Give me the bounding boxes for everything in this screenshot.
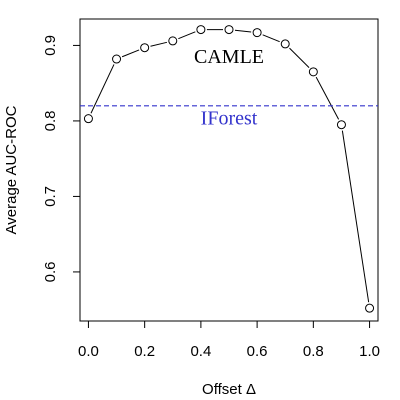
camle-line-segment: [121, 49, 140, 58]
camle-point: [83, 114, 93, 124]
camle-line-segment: [150, 41, 168, 47]
camle-point: [336, 120, 346, 130]
x-axis-title: Offset Δ: [202, 381, 256, 398]
y-axis: 0.6 0.7 0.8 0.9: [42, 35, 81, 282]
camle-point: [252, 28, 262, 38]
camle-line-segment: [341, 130, 370, 303]
x-tick-label: 0.2: [134, 343, 155, 360]
camle-line-segment: [262, 34, 280, 43]
y-tick-label: 0.9: [42, 35, 59, 56]
camle-point: [168, 36, 178, 46]
series-annotation: CAMLE: [194, 46, 264, 68]
x-axis: 0.0 0.2 0.4 0.6 0.8 1.0: [78, 320, 380, 360]
x-tick-label: 0.8: [303, 343, 324, 360]
camle-line-segment: [315, 76, 340, 120]
camle-point: [112, 54, 122, 64]
camle-line-segment: [289, 47, 310, 68]
series-annotation: IForest: [201, 108, 258, 130]
y-tick-label: 0.7: [42, 186, 59, 207]
x-tick-label: 0.4: [190, 343, 211, 360]
y-tick-label: 0.8: [42, 110, 59, 131]
camle-point: [224, 25, 234, 35]
camle-point: [308, 67, 318, 77]
camle-line-segment: [90, 64, 115, 114]
y-tick-label: 0.6: [42, 261, 59, 282]
camle-point: [196, 25, 206, 35]
x-tick-label: 1.0: [359, 343, 380, 360]
x-tick-label: 0.0: [78, 343, 99, 360]
series-layer: [80, 25, 378, 313]
x-tick-label: 0.6: [247, 343, 268, 360]
camle-point: [365, 303, 375, 313]
y-axis-title: Average AUC-ROC: [3, 105, 20, 234]
camle-point: [280, 39, 290, 49]
camle-line-segment: [178, 31, 196, 40]
annotation-layer: CAMLE IForest: [194, 46, 264, 130]
camle-line-segment: [234, 29, 252, 33]
camle-point: [140, 43, 150, 53]
